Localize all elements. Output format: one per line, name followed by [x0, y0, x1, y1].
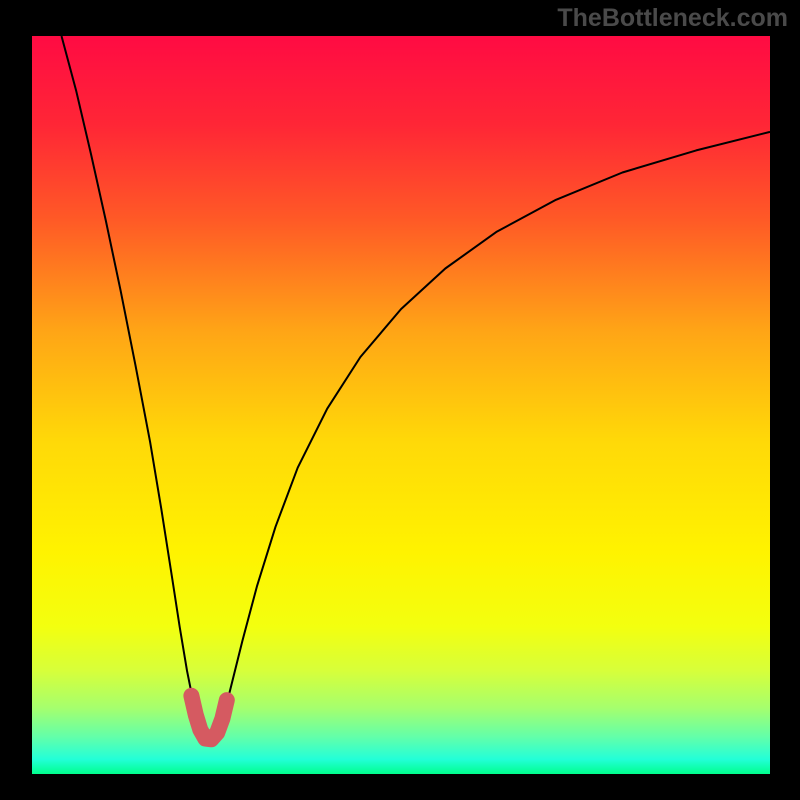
chart-stage: TheBottleneck.com — [0, 0, 800, 800]
chart-svg — [0, 0, 800, 800]
watermark-text: TheBottleneck.com — [557, 4, 788, 33]
